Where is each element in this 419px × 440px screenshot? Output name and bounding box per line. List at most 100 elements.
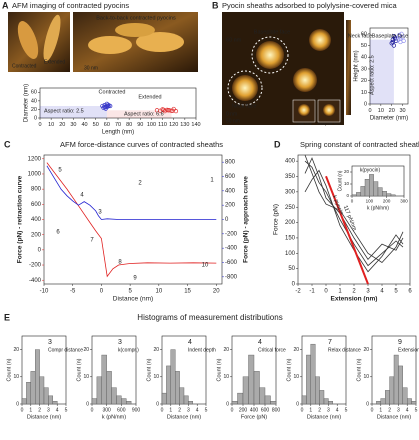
y-tick-label: 20: [344, 169, 350, 174]
histogram-bar: [121, 398, 127, 405]
histogram-bar: [369, 174, 374, 197]
x-tick-label: -10: [40, 289, 49, 295]
x-tick-label: 0: [161, 407, 164, 413]
histogram-bar: [231, 401, 238, 405]
data-point: [391, 34, 397, 39]
image-label: Neck face: [232, 103, 256, 109]
y-tick-label: -400: [29, 278, 42, 284]
y-tick-label: 20: [223, 347, 229, 353]
y-tick-label: -200: [29, 263, 42, 269]
x-axis-label: Distance (nm): [113, 296, 153, 303]
data-line: [304, 169, 404, 273]
histogram-bar: [270, 401, 277, 405]
histogram-bar: [253, 371, 260, 405]
y2-tick-label: 200: [225, 203, 236, 209]
y-tick-label: 0: [156, 401, 159, 407]
legend-label: Contracted: [99, 89, 126, 95]
x-tick-label: 2: [38, 407, 41, 413]
x-axis-label: k (pN/nm): [367, 205, 389, 211]
annotation: 3: [98, 210, 102, 216]
x-tick-label: 15: [184, 289, 191, 295]
histogram-bar: [356, 192, 361, 197]
panel-label: A: [2, 0, 9, 10]
histogram-bar: [166, 365, 171, 405]
y-tick-label: 200: [285, 220, 296, 226]
data-point: [103, 106, 108, 111]
x-tick-label: 300: [102, 407, 111, 413]
y-tick-label: 10: [223, 374, 229, 380]
x-axis-label: Distance (nm): [27, 414, 61, 420]
y-tick-label: 10: [361, 90, 367, 96]
x-tick-label: 10: [155, 289, 162, 295]
y-tick-label: 1200: [28, 156, 42, 162]
histogram-bar: [237, 392, 244, 405]
x-tick-label: 5: [65, 407, 68, 413]
x-tick-label: 0: [368, 108, 371, 114]
histogram-bar: [382, 190, 387, 197]
x-tick-label: 4: [56, 407, 59, 413]
histogram-bar: [188, 401, 193, 405]
x-tick-label: 200: [383, 199, 391, 204]
x-tick-label: 1: [29, 407, 32, 413]
x-tick-label: 4: [380, 289, 384, 295]
histogram-bar: [373, 181, 379, 197]
y2-tick-label: -400: [225, 246, 238, 252]
histogram-bar: [323, 398, 329, 405]
y-tick-label: 250: [285, 205, 296, 211]
x-tick-label: 30: [400, 108, 406, 114]
y-tick-label: 150: [285, 236, 296, 242]
histogram-bar: [411, 401, 417, 405]
x-tick-label: 3: [327, 407, 330, 413]
histogram-bar: [21, 398, 27, 405]
data-point: [401, 38, 406, 44]
x-tick-label: 130: [180, 122, 189, 128]
plot-frame: [39, 87, 197, 119]
y2-tick-label: 0: [225, 217, 229, 223]
histogram-bar: [390, 194, 396, 197]
y-axis-label: Diameter (nm): [23, 84, 29, 122]
histogram-bar: [179, 387, 185, 405]
data-point: [108, 103, 113, 109]
y-tick-label: 0: [366, 401, 369, 407]
y-tick-label: 10: [83, 374, 89, 380]
histogram-bar: [35, 349, 40, 405]
ratio-box: [370, 39, 394, 104]
y2-tick-label: -600: [225, 260, 238, 266]
histogram-bar: [377, 187, 383, 197]
y-tick-label: 0: [16, 401, 19, 407]
histogram-bar: [398, 365, 403, 405]
histogram-bar: [26, 382, 31, 405]
histogram-bar: [170, 349, 176, 405]
y-tick-label: 200: [31, 232, 42, 238]
x-tick-label: 400: [250, 407, 259, 413]
chart-title: 9: [398, 339, 402, 346]
annotation: 6: [56, 230, 60, 236]
x-tick-label: 5: [345, 407, 348, 413]
image-label: 30 nm: [84, 65, 98, 71]
y2-tick-label: 400: [225, 188, 236, 194]
histogram-bar: [242, 376, 249, 405]
x-tick-label: 120: [169, 122, 178, 128]
x-tick-label: 600: [117, 407, 126, 413]
annotation: 5: [58, 168, 62, 174]
x-tick-label: 800: [272, 407, 281, 413]
ratio-box: [40, 106, 107, 118]
x-tick-label: 5: [128, 289, 132, 295]
y-tick-label: 400: [31, 217, 42, 223]
panel-label: B: [212, 0, 219, 10]
chart-title: Spring constant of contracted sheath: [300, 140, 419, 149]
histogram-bar: [389, 376, 395, 405]
histogram-bar: [351, 194, 357, 197]
x-tick-label: -2: [295, 289, 301, 295]
histogram-bar: [407, 398, 412, 405]
y-tick-label: 20: [83, 347, 89, 353]
x-tick-label: 0: [231, 407, 234, 413]
panel-label: E: [4, 312, 10, 322]
y-tick-label: 350: [285, 174, 296, 180]
histogram-bar: [310, 343, 316, 405]
x-axis-label: Extension (nm): [331, 296, 378, 303]
y-tick-label: 20: [31, 107, 37, 113]
chart-title: 7: [328, 339, 332, 346]
panel-label: C: [4, 139, 11, 149]
